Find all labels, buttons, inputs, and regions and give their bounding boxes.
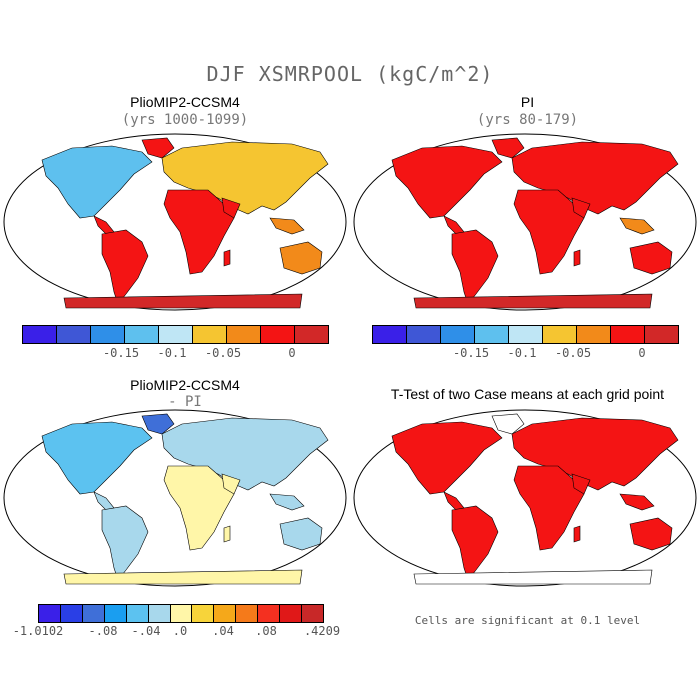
colorbar-swatch bbox=[543, 326, 577, 343]
colorbar1-label: -0.15 bbox=[102, 346, 140, 360]
colorbar-swatch bbox=[214, 605, 237, 622]
colorbar3-label: -1.0102 bbox=[12, 624, 64, 638]
map-panel-difference bbox=[3, 409, 347, 587]
landmass-europe-asia bbox=[161, 141, 329, 215]
colorbar1-label: -0.05 bbox=[204, 346, 242, 360]
colorbar-swatch bbox=[509, 326, 543, 343]
colorbar2-label: -0.15 bbox=[452, 346, 490, 360]
colorbar-difference bbox=[38, 604, 324, 623]
colorbar-swatch bbox=[295, 326, 328, 343]
landmass-south-america bbox=[451, 229, 499, 305]
colorbar-swatch bbox=[302, 605, 323, 622]
panel2-subtitle: (yrs 80-179) bbox=[476, 112, 579, 128]
colorbar1-label: 0 bbox=[288, 346, 296, 360]
colorbar-swatch bbox=[148, 605, 171, 622]
colorbar-swatch bbox=[125, 326, 159, 343]
colorbar1-label: -0.1 bbox=[157, 346, 187, 360]
colorbar-swatch bbox=[23, 326, 57, 343]
landmass-antarctica bbox=[413, 293, 653, 309]
colorbar-swatch bbox=[236, 605, 259, 622]
landmass-se-asia bbox=[619, 217, 655, 235]
colorbar-absolute-1 bbox=[22, 325, 329, 344]
landmass-north-america bbox=[391, 421, 503, 495]
panel1-subtitle: (yrs 1000-1099) bbox=[121, 112, 249, 128]
landmass-arabia bbox=[571, 197, 591, 219]
colorbar3-label: .04 bbox=[212, 624, 234, 638]
landmass-madagascar bbox=[223, 249, 231, 267]
colorbar-swatch bbox=[192, 605, 215, 622]
landmass-australia bbox=[279, 517, 323, 551]
landmass-arabia bbox=[571, 473, 591, 495]
panel1-title: PlioMIP2-CCSM4 bbox=[130, 94, 240, 110]
landmass-antarctica bbox=[63, 293, 303, 309]
panel4-title: T-Test of two Case means at each grid po… bbox=[390, 386, 665, 402]
colorbar-swatch bbox=[261, 326, 295, 343]
landmass-arabia bbox=[221, 197, 241, 219]
colorbar-swatch bbox=[227, 326, 261, 343]
colorbar3-label: .4209 bbox=[303, 624, 341, 638]
map-panel-pliomip2 bbox=[3, 133, 347, 311]
landmass-europe-asia bbox=[511, 417, 679, 491]
landmass-north-america bbox=[41, 145, 153, 219]
colorbar-absolute-2 bbox=[372, 325, 679, 344]
panel2-title: PI bbox=[520, 94, 535, 110]
colorbar-swatch bbox=[170, 605, 193, 622]
colorbar-swatch bbox=[577, 326, 611, 343]
figure-title: DJF XSMRPOOL (kgC/m^2) bbox=[206, 62, 494, 86]
colorbar-swatch bbox=[82, 605, 105, 622]
map-panel-ttest bbox=[353, 409, 697, 587]
landmass-australia bbox=[629, 241, 673, 275]
landmass-greenland bbox=[141, 413, 175, 435]
landmass-europe-asia bbox=[161, 417, 329, 491]
landmass-madagascar bbox=[223, 525, 231, 543]
significance-note: Cells are significant at 0.1 level bbox=[414, 614, 641, 627]
landmass-greenland bbox=[141, 137, 175, 159]
landmass-se-asia bbox=[619, 493, 655, 511]
landmass-australia bbox=[629, 517, 673, 551]
colorbar-swatch bbox=[407, 326, 441, 343]
colorbar-swatch bbox=[91, 326, 125, 343]
colorbar-swatch bbox=[104, 605, 127, 622]
landmass-se-asia bbox=[269, 493, 305, 511]
colorbar-swatch bbox=[126, 605, 149, 622]
landmass-madagascar bbox=[573, 525, 581, 543]
landmass-greenland bbox=[491, 413, 525, 435]
colorbar-swatch bbox=[258, 605, 281, 622]
landmass-south-america bbox=[101, 505, 149, 581]
landmass-antarctica bbox=[413, 569, 653, 585]
panel3-subtitle: - PI bbox=[168, 394, 202, 410]
colorbar3-label: -.04 bbox=[131, 624, 161, 638]
colorbar-swatch bbox=[645, 326, 678, 343]
landmass-south-america bbox=[101, 229, 149, 305]
colorbar-swatch bbox=[611, 326, 645, 343]
colorbar3-label: .0 bbox=[172, 624, 188, 638]
landmass-north-america bbox=[41, 421, 153, 495]
landmass-europe-asia bbox=[511, 141, 679, 215]
landmass-australia bbox=[279, 241, 323, 275]
colorbar2-label: -0.1 bbox=[507, 346, 537, 360]
colorbar-swatch bbox=[39, 605, 61, 622]
colorbar-swatch bbox=[57, 326, 91, 343]
colorbar-swatch bbox=[280, 605, 303, 622]
landmass-madagascar bbox=[573, 249, 581, 267]
colorbar-swatch bbox=[475, 326, 509, 343]
colorbar2-label: -0.05 bbox=[554, 346, 592, 360]
colorbar-swatch bbox=[193, 326, 227, 343]
landmass-north-america bbox=[391, 145, 503, 219]
panel3-title: PlioMIP2-CCSM4 bbox=[130, 377, 240, 393]
colorbar2-label: 0 bbox=[638, 346, 646, 360]
landmass-greenland bbox=[491, 137, 525, 159]
colorbar3-label: .08 bbox=[255, 624, 277, 638]
landmass-arabia bbox=[221, 473, 241, 495]
colorbar3-label: -.08 bbox=[88, 624, 118, 638]
landmass-antarctica bbox=[63, 569, 303, 585]
colorbar-swatch bbox=[60, 605, 83, 622]
map-panel-pi bbox=[353, 133, 697, 311]
landmass-south-america bbox=[451, 505, 499, 581]
colorbar-swatch bbox=[159, 326, 193, 343]
landmass-se-asia bbox=[269, 217, 305, 235]
colorbar-swatch bbox=[441, 326, 475, 343]
colorbar-swatch bbox=[373, 326, 407, 343]
